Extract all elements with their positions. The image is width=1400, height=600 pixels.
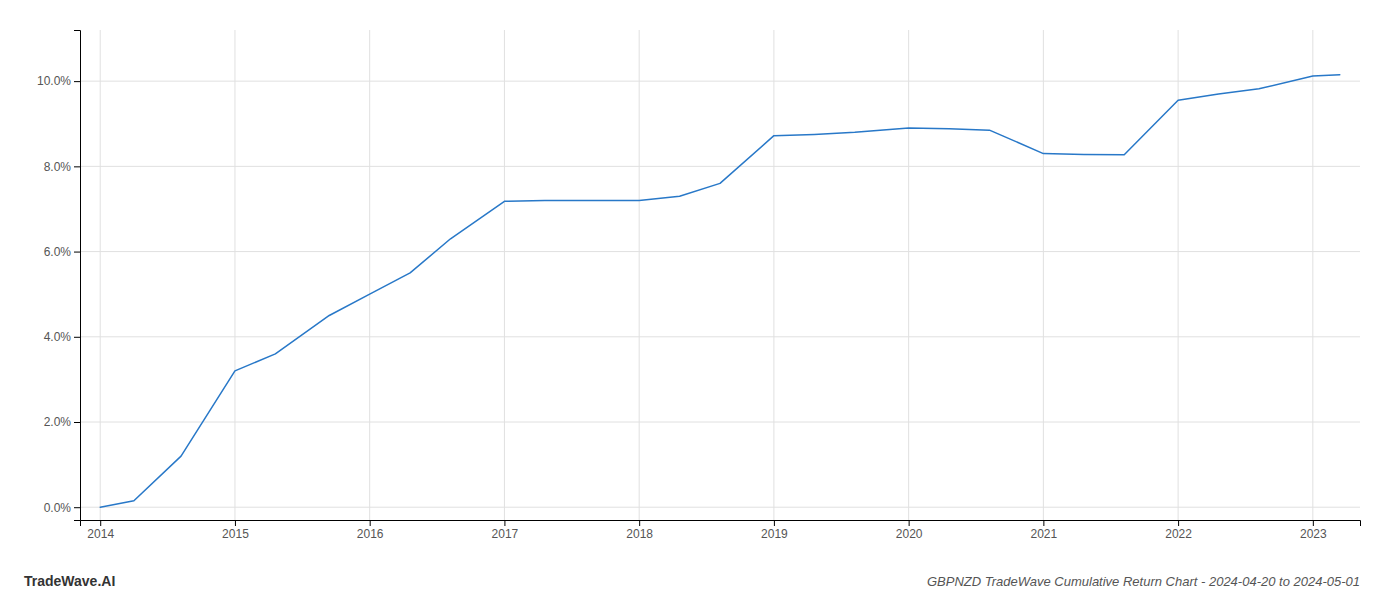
y-axis-tick: 0.0% bbox=[44, 501, 80, 515]
tick-mark bbox=[774, 520, 775, 526]
x-axis-tick: 2015 bbox=[222, 520, 249, 541]
grid bbox=[80, 30, 1360, 520]
tick-label: 2014 bbox=[87, 527, 114, 541]
grid-line bbox=[1178, 30, 1179, 520]
tick-mark bbox=[909, 520, 910, 526]
tick-label: 2.0% bbox=[44, 415, 72, 429]
y-axis-tick: 2.0% bbox=[44, 415, 80, 429]
x-axis-tick: 2020 bbox=[896, 520, 923, 541]
grid-line bbox=[234, 30, 235, 520]
tick-label: 2020 bbox=[896, 527, 923, 541]
grid-line bbox=[1312, 30, 1313, 520]
x-axis-line bbox=[81, 521, 1361, 527]
tick-mark bbox=[100, 520, 101, 526]
x-axis-tick: 2022 bbox=[1165, 520, 1192, 541]
tick-mark bbox=[639, 520, 640, 526]
grid-line bbox=[369, 30, 370, 520]
tick-label: 10.0% bbox=[37, 74, 71, 88]
x-axis-tick: 2017 bbox=[492, 520, 519, 541]
grid-line bbox=[80, 507, 1360, 508]
x-axis-tick: 2016 bbox=[357, 520, 384, 541]
tick-mark bbox=[235, 520, 236, 526]
tick-label: 2016 bbox=[357, 527, 384, 541]
x-axis-tick: 2023 bbox=[1300, 520, 1327, 541]
tick-label: 0.0% bbox=[44, 501, 72, 515]
y-axis: 0.0% 2.0% 4.0% 6.0% 8.0% 10.0% bbox=[37, 31, 81, 521]
tick-mark bbox=[74, 422, 80, 423]
tick-mark bbox=[74, 252, 80, 253]
x-axis-tick: 2021 bbox=[1031, 520, 1058, 541]
tick-label: 4.0% bbox=[44, 330, 72, 344]
grid-line bbox=[80, 422, 1360, 423]
grid-line bbox=[80, 336, 1360, 337]
tick-label: 2018 bbox=[626, 527, 653, 541]
grid-line bbox=[1043, 30, 1044, 520]
tick-label: 8.0% bbox=[44, 160, 72, 174]
tick-label: 2019 bbox=[761, 527, 788, 541]
line bbox=[100, 75, 1340, 507]
title: GBPNZD TradeWave Cumulative Return Chart… bbox=[927, 574, 1360, 589]
marks bbox=[100, 75, 1340, 507]
tick-mark bbox=[74, 166, 80, 167]
grid-line bbox=[80, 251, 1360, 252]
tick-mark bbox=[1313, 520, 1314, 526]
tick-label: 2015 bbox=[222, 527, 249, 541]
grid-line bbox=[80, 166, 1360, 167]
plot-area: 2014 2015 2016 2017 2018 2019 2020 2021 2022 2023… bbox=[37, 30, 1361, 541]
y-axis-line bbox=[74, 31, 81, 521]
grid-line bbox=[639, 30, 640, 520]
tick-mark bbox=[370, 520, 371, 526]
tick-label: 2017 bbox=[492, 527, 519, 541]
grid-line bbox=[773, 30, 774, 520]
y-axis-tick: 8.0% bbox=[44, 160, 80, 174]
tick-mark bbox=[74, 81, 80, 82]
y-axis-tick: 6.0% bbox=[44, 245, 80, 259]
tick-label: 2023 bbox=[1300, 527, 1327, 541]
tick-mark bbox=[1178, 520, 1179, 526]
x-axis-tick: 2019 bbox=[761, 520, 788, 541]
grid-line bbox=[80, 81, 1360, 82]
grid-line bbox=[504, 30, 505, 520]
watermark: TradeWave.AI bbox=[24, 573, 115, 589]
grid-line bbox=[100, 30, 101, 520]
tick-label: 2021 bbox=[1031, 527, 1058, 541]
grid-line bbox=[908, 30, 909, 520]
x-axis-tick: 2018 bbox=[626, 520, 653, 541]
y-axis-tick: 4.0% bbox=[44, 330, 80, 344]
tick-mark bbox=[1043, 520, 1044, 526]
tick-mark bbox=[504, 520, 505, 526]
tick-label: 6.0% bbox=[44, 245, 72, 259]
tick-mark bbox=[74, 507, 80, 508]
chart: 2014 2015 2016 2017 2018 2019 2020 2021 2022 2023… bbox=[0, 0, 1400, 600]
y-axis-tick: 10.0% bbox=[37, 74, 80, 88]
tick-mark bbox=[74, 337, 80, 338]
x-axis: 2014 2015 2016 2017 2018 2019 2020 2021 2022 2023 bbox=[81, 520, 1361, 541]
x-axis-tick: 2014 bbox=[87, 520, 114, 541]
tick-label: 2022 bbox=[1165, 527, 1192, 541]
